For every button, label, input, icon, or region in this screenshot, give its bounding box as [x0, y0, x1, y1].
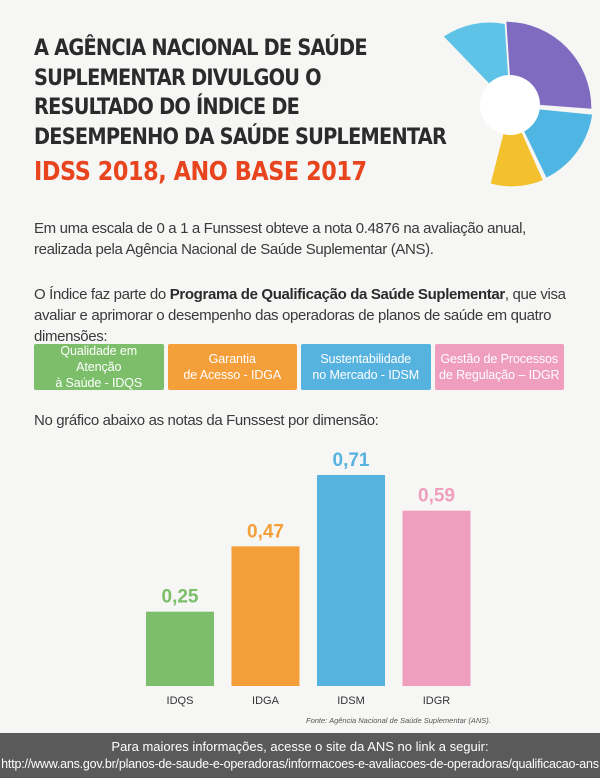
title-line: RESULTADO DO ÍNDICE DE: [34, 94, 300, 120]
category-label-idsm: IDSM: [337, 695, 365, 707]
value-label-idgr: 0,59: [418, 486, 455, 507]
dimension-label: Qualidade em Atenção: [60, 344, 138, 374]
title-line: SUPLEMENTAR DIVULGOU O: [34, 64, 322, 91]
title-line: A AGÊNCIA NACIONAL DE SAÚDE: [34, 35, 368, 61]
deco-center: [480, 75, 540, 135]
chart-caption: No gráfico abaixo as notas da Funssest p…: [34, 412, 379, 429]
category-label-idgr: IDGR: [423, 695, 451, 707]
dimension-box-idsm: Sustentabilidade no Mercado - IDSM: [301, 344, 431, 390]
header: A AGÊNCIA NACIONAL DE SAÚDE SUPLEMENTAR …: [34, 34, 464, 188]
footer: Para maiores informações, acesse o site …: [0, 733, 600, 778]
dimension-label: à Saúde - IDQS: [55, 376, 143, 390]
dimension-box-idgr: Gestão de Processos de Regulação – IDGR: [434, 344, 564, 390]
title-line: DESEMPENHO DA SAÚDE SUPLEMENTAR: [34, 123, 447, 150]
ans-link[interactable]: http://www.ans.gov.br/planos-de-saude-e-…: [1, 757, 599, 771]
pie-chart-decoration-icon: [443, 21, 593, 187]
program-paragraph: O Índice faz parte do Programa de Qualif…: [34, 284, 574, 347]
page-subtitle: IDSS 2018, ANO BASE 2017: [34, 157, 367, 187]
category-label-idga: IDGA: [252, 695, 280, 707]
intro-paragraph: Em uma escala de 0 a 1 a Funssest obteve…: [34, 220, 526, 258]
dimension-label: Sustentabilidade: [320, 352, 412, 366]
bar-idga: [231, 546, 300, 686]
value-label-idsm: 0,71: [333, 450, 370, 471]
dimension-boxes: Qualidade em Atenção à Saúde - IDQS Garan…: [34, 344, 564, 390]
bar-chart: 0,25 IDQS 0,47 IDGA 0,71 IDSM 0,59 IDGR: [146, 450, 471, 707]
value-label-idqs: 0,25: [162, 587, 199, 608]
dimension-box-idqs: Qualidade em Atenção à Saúde - IDQS: [34, 344, 164, 390]
bar-idsm: [317, 475, 385, 686]
dimension-label: no Mercado - IDSM: [312, 368, 420, 382]
value-label-idga: 0,47: [247, 521, 284, 542]
source-note: Fonte: Agência Nacional de Saúde Supleme…: [306, 716, 491, 725]
dimension-box-idga: Garantia de Acesso - IDGA: [167, 344, 297, 390]
program-text-start: O Índice faz parte do: [34, 286, 170, 303]
deco-slice-yellow: [490, 106, 543, 187]
program-text-end: , que visa avaliar e aprimorar o desempe…: [34, 286, 566, 345]
bar-idgr: [402, 510, 471, 686]
program-name: Programa de Qualificação da Saúde Suplem…: [169, 286, 506, 303]
dimension-label: de Regulação – IDGR: [439, 368, 560, 382]
footer-text: Para maiores informações, acesse o site …: [111, 739, 489, 754]
dimension-label: Gestão de Processos: [440, 352, 559, 366]
dimension-label: Garantia: [208, 352, 256, 366]
category-label-idqs: IDQS: [167, 695, 194, 707]
bar-idqs: [146, 611, 214, 686]
dimension-label: de Acesso - IDGA: [183, 368, 282, 382]
